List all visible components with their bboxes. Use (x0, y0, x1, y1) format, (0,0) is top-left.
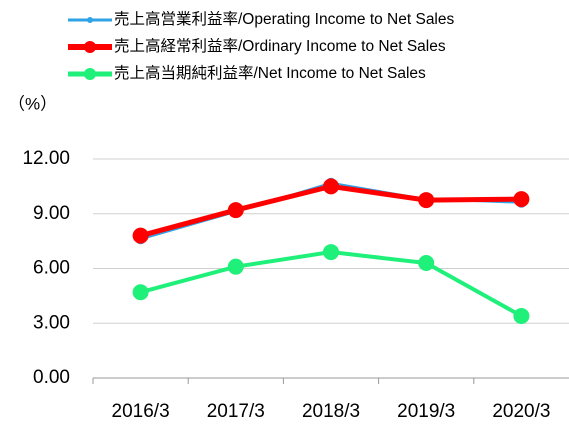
data-point (513, 307, 530, 324)
data-point (323, 244, 339, 261)
data-point (418, 255, 435, 272)
data-point (323, 178, 339, 195)
data-point (227, 258, 244, 275)
data-point (132, 284, 149, 301)
legend-label: 売上高当期純利益率/Net Income to Net Sales (114, 64, 426, 82)
x-tick-label: 2018/3 (302, 401, 360, 421)
data-point (132, 227, 149, 244)
legend-label: 売上高営業利益率/Operating Income to Net Sales (114, 10, 455, 28)
y-tick-label: 3.00 (33, 312, 70, 333)
y-tick-label: 6.00 (33, 258, 70, 279)
legend-marker (87, 17, 93, 23)
legend-marker (84, 68, 96, 80)
y-tick-label: 12.00 (22, 148, 70, 169)
y-axis-label: （%） (8, 94, 57, 113)
data-point (227, 202, 244, 219)
data-point (513, 191, 530, 208)
x-tick-label: 2017/3 (207, 401, 265, 421)
x-tick-label: 2020/3 (492, 401, 550, 421)
x-tick-label: 2019/3 (397, 401, 455, 421)
legend-marker (84, 41, 96, 53)
legend-label: 売上高経常利益率/Ordinary Income to Net Sales (114, 37, 446, 55)
y-tick-label: 0.00 (33, 367, 70, 388)
data-point (418, 192, 435, 209)
series-line (140, 250, 523, 318)
x-tick-label: 2016/3 (112, 401, 170, 421)
y-tick-label: 9.00 (33, 203, 70, 224)
